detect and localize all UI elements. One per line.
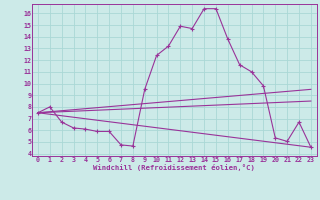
X-axis label: Windchill (Refroidissement éolien,°C): Windchill (Refroidissement éolien,°C) <box>93 164 255 171</box>
